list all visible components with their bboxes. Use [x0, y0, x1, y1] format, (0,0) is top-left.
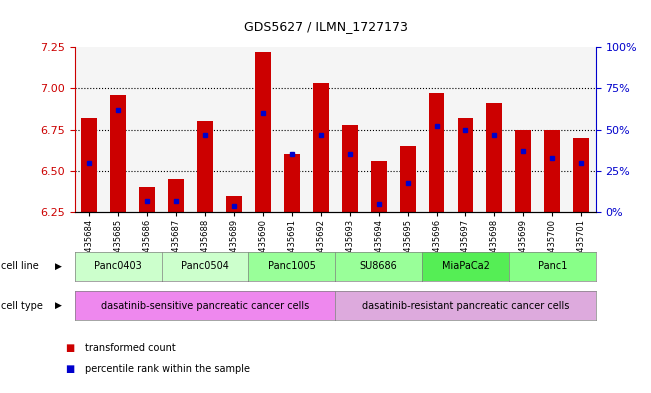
Text: MiaPaCa2: MiaPaCa2 [441, 261, 490, 271]
Text: transformed count: transformed count [85, 343, 175, 353]
Bar [110, 95, 126, 212]
Text: Panc1005: Panc1005 [268, 261, 316, 271]
Text: percentile rank within the sample: percentile rank within the sample [85, 364, 249, 375]
Text: Panc0403: Panc0403 [94, 261, 142, 271]
Bar [139, 187, 155, 212]
Bar [226, 196, 242, 212]
Text: cell line: cell line [1, 261, 39, 271]
Text: SU8686: SU8686 [360, 261, 398, 271]
Text: ■: ■ [65, 364, 74, 375]
Text: GDS5627 / ILMN_1727173: GDS5627 / ILMN_1727173 [243, 20, 408, 33]
Bar [284, 154, 300, 212]
Bar [81, 118, 97, 212]
Bar [428, 94, 445, 212]
Bar [574, 138, 589, 212]
Text: Panc0504: Panc0504 [181, 261, 229, 271]
Text: dasatinib-sensitive pancreatic cancer cells: dasatinib-sensitive pancreatic cancer ce… [101, 301, 309, 310]
Text: cell type: cell type [1, 301, 43, 310]
Bar [255, 52, 271, 212]
Text: ▶: ▶ [55, 301, 62, 310]
Bar [197, 121, 213, 212]
Text: dasatinib-resistant pancreatic cancer cells: dasatinib-resistant pancreatic cancer ce… [362, 301, 569, 310]
Bar [168, 179, 184, 212]
Bar [342, 125, 357, 212]
Bar [370, 161, 387, 212]
Text: Panc1: Panc1 [538, 261, 567, 271]
Bar [313, 83, 329, 212]
Bar [400, 146, 415, 212]
Bar [516, 130, 531, 212]
Text: ■: ■ [65, 343, 74, 353]
Bar [544, 130, 561, 212]
Bar [486, 103, 503, 212]
Bar [458, 118, 473, 212]
Text: ▶: ▶ [55, 262, 62, 271]
